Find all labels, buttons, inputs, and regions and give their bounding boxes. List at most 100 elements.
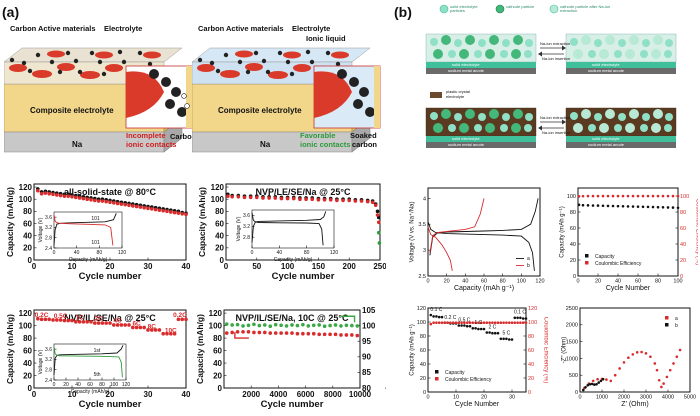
point-discharge	[285, 196, 290, 201]
lbl-composite-left: Composite electrolyte	[30, 106, 114, 115]
point-coulombic	[333, 323, 338, 327]
lbl-carbon2-left: Carbon	[170, 132, 197, 141]
x-tick-label: 0	[53, 382, 56, 388]
x-tick-label: 2000	[618, 395, 630, 401]
point-coulombic	[344, 323, 349, 328]
point-capacity	[317, 332, 321, 337]
plot-frame	[579, 307, 691, 393]
y2-axis-label: Coulombic Efficiency (%)	[695, 199, 698, 266]
point-discharge	[104, 199, 108, 204]
point-Coulombic Efficiency	[626, 194, 630, 198]
x-tick-label: 4000	[270, 390, 288, 399]
inset-frame	[53, 343, 127, 381]
point-Coulombic Efficiency	[586, 194, 590, 198]
point-discharge	[81, 196, 86, 201]
y-tick-label: 80	[23, 207, 32, 216]
layer-na-bl: sodium metal anode	[448, 142, 485, 147]
point-a	[668, 368, 672, 372]
rate-label: 0.1 C	[430, 307, 442, 313]
y-tick-label: 60	[23, 219, 32, 228]
point-Coulombic Efficiency	[502, 321, 505, 324]
y-tick-label: 500	[569, 373, 578, 379]
y-tick-label: 3.5	[418, 222, 426, 228]
legend-label: Coulombic Efficiency	[445, 377, 492, 383]
y2-tick-label: 100	[362, 321, 376, 330]
point-coulombic	[252, 322, 256, 327]
x-tick-label: 0	[426, 395, 429, 401]
point-coulombic	[273, 322, 278, 327]
y-tick-label: 1000	[566, 356, 578, 362]
y-tick-label: 2.5	[418, 274, 426, 280]
y-tick-label: 40	[215, 231, 224, 240]
x-tick-label: 30	[144, 390, 153, 399]
point-discharge	[184, 212, 188, 217]
x-tick-label: 40	[182, 262, 191, 271]
y-tick-label: 2.8	[243, 235, 250, 241]
point-discharge	[157, 328, 162, 332]
rate-label: 0.1 C	[514, 310, 526, 316]
point-discharge	[47, 191, 51, 196]
point-discharge	[74, 320, 78, 324]
point-discharge	[375, 213, 380, 217]
point-Capacity	[491, 331, 494, 335]
point-Capacity	[591, 204, 595, 207]
point-discharge	[93, 198, 97, 203]
y-axis-label: Capacity (mAh/g)	[5, 314, 15, 384]
rate-label: 0.5C	[54, 313, 68, 320]
point-discharge	[51, 192, 55, 197]
x-axis-label: Capacity (mAh/g)	[69, 257, 108, 263]
point-capacity	[279, 331, 283, 335]
y-tick-label: 3.2	[45, 357, 52, 363]
y2-tick-label: 100	[680, 194, 689, 200]
point-a	[653, 362, 657, 365]
point-discharge	[66, 194, 70, 198]
y-tick-label: 3.6	[45, 347, 52, 353]
point-discharge	[180, 211, 184, 216]
lbl-carbon-left: Carbon	[10, 24, 37, 33]
y-axis-label: Voltage (V)	[38, 217, 44, 242]
y-tick-label: 0	[28, 384, 33, 393]
point-capacity	[328, 332, 332, 337]
point-Capacity	[440, 315, 444, 319]
x-tick-label: 3000	[640, 395, 652, 401]
x-tick-label: 20	[595, 279, 601, 285]
point-Capacity	[621, 204, 625, 208]
chart-b1: 0 20 40 60 80 100 120 2.5 3 3.5 4 Capacity (mAh g⁻¹…	[409, 187, 545, 292]
y-tick-label: 120	[209, 309, 223, 318]
point-capacity	[301, 331, 305, 336]
legend-swatch	[665, 316, 669, 320]
point-capacity	[235, 330, 240, 334]
inset-curve	[53, 214, 114, 246]
point-discharge	[165, 209, 169, 214]
arrow-bottom-back-label: Na-ion insertion	[542, 130, 571, 135]
point-Coulombic Efficiency	[491, 321, 494, 324]
point-Capacity	[586, 204, 590, 207]
lbl-active-right: Active materials	[226, 24, 284, 33]
series-line-a	[429, 198, 539, 256]
point-discharge	[359, 199, 364, 203]
series-line-b	[429, 198, 485, 253]
lbl-composite-right: Composite electrolyte	[218, 106, 302, 115]
point-capacity	[241, 330, 245, 334]
point-discharge	[74, 195, 78, 200]
point-Coulombic Efficiency	[437, 321, 441, 324]
y-tick-label: 4	[423, 196, 426, 202]
schematic-left	[4, 47, 193, 153]
y-tick-label: 120	[19, 183, 33, 192]
point-Coulombic Efficiency	[485, 321, 489, 324]
point-Capacity	[666, 206, 670, 209]
point-Capacity	[429, 313, 433, 317]
x-axis-label: Capacity (mAh/g)	[274, 257, 313, 263]
point-coulombic	[311, 323, 316, 328]
point-Capacity	[631, 205, 635, 208]
legend-dot-cathode	[495, 4, 505, 14]
x-tick-label: 50	[252, 262, 261, 271]
point-Coulombic Efficiency	[493, 321, 497, 324]
y-tick-label: 20	[23, 244, 32, 253]
chart-title: NVP/IL/SE/Na @ 25°C	[64, 313, 156, 323]
point-a	[631, 353, 635, 356]
point-discharge	[112, 323, 116, 327]
point-a	[675, 355, 679, 359]
